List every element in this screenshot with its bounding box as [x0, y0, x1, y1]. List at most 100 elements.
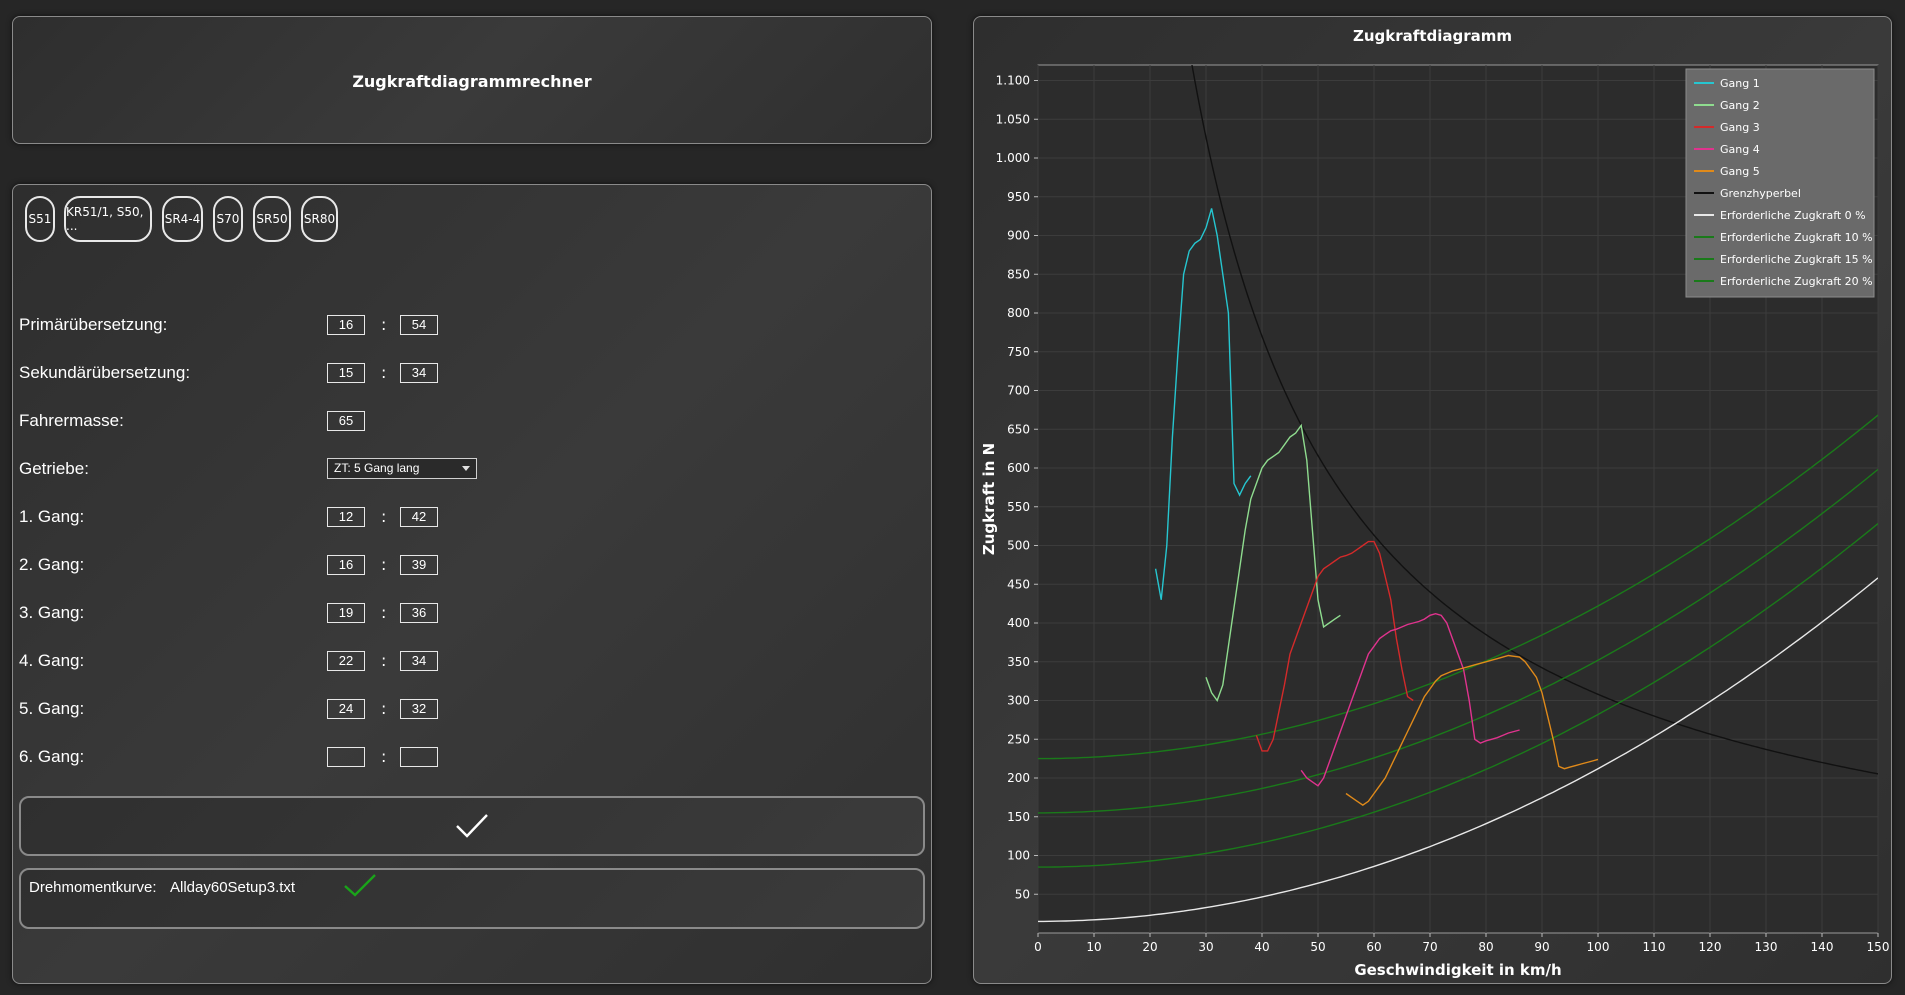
preset-button-s70[interactable]: S70: [213, 196, 243, 242]
y-tick-label: 1.050: [996, 112, 1030, 126]
gearbox-select-value: ZT: 5 Gang lang: [334, 461, 420, 475]
gear-4-input-b[interactable]: 34: [400, 651, 438, 671]
ratio-separator: :: [381, 747, 387, 766]
torque-curve-filename: Allday60Setup3.txt: [170, 879, 296, 896]
legend-entry: Erforderliche Zugkraft 20 %: [1720, 275, 1873, 288]
x-tick-label: 10: [1086, 940, 1101, 954]
preset-button-kr51[interactable]: KR51/1, S50, ...: [64, 196, 152, 242]
y-tick-label: 1.000: [996, 151, 1030, 165]
x-tick-label: 100: [1587, 940, 1610, 954]
series-line-6: [1191, 65, 1878, 775]
x-tick-label: 130: [1755, 940, 1778, 954]
gear-4-input-a[interactable]: 22: [327, 651, 365, 671]
gear-5-input-a[interactable]: 24: [327, 699, 365, 719]
primary-ratio-label: Primärübersetzung:: [19, 315, 168, 334]
gear-2-input-a[interactable]: 16: [327, 555, 365, 575]
y-tick-label: 700: [1007, 384, 1030, 398]
legend-entry: Gang 3: [1720, 121, 1760, 134]
x-tick-label: 40: [1254, 940, 1269, 954]
x-tick-label: 30: [1198, 940, 1213, 954]
y-tick-label: 650: [1007, 422, 1030, 436]
gearbox-label: Getriebe:: [19, 459, 89, 478]
ratio-separator: :: [381, 603, 387, 622]
gear-1-input-b[interactable]: 42: [400, 507, 438, 527]
chevron-down-icon: [462, 466, 470, 471]
y-tick-label: 400: [1007, 616, 1030, 630]
gear-6-label: 6. Gang:: [19, 747, 85, 766]
y-tick-label: 750: [1007, 345, 1030, 359]
y-tick-label: 50: [1015, 887, 1030, 901]
gearbox-select[interactable]: ZT: 5 Gang lang: [327, 458, 477, 479]
gear-1-input-a[interactable]: 12: [327, 507, 365, 527]
gear-6-input-b[interactable]: [400, 747, 438, 767]
primary-ratio-input-a[interactable]: 16: [327, 315, 365, 335]
gear-3-label: 3. Gang:: [19, 603, 85, 622]
x-tick-label: 20: [1142, 940, 1157, 954]
traction-chart[interactable]: 0 10 20 30 40 50 60 70 80 90 100 110 120 130 140 150 50 1…: [974, 17, 1891, 983]
series-line-5: [1345, 654, 1599, 806]
gear-2-input-b[interactable]: 39: [400, 555, 438, 575]
calculate-button[interactable]: [19, 796, 925, 856]
rider-mass-label: Fahrermasse:: [19, 411, 124, 430]
y-tick-label: 500: [1007, 539, 1030, 553]
ratio-separator: :: [381, 363, 387, 382]
torque-curve-box[interactable]: Drehmomentkurve: Allday60Setup3.txt: [19, 868, 925, 929]
ratio-separator: :: [381, 555, 387, 574]
series-line-1: [1154, 208, 1252, 600]
ratio-separator: :: [381, 651, 387, 670]
checkmark-icon: [456, 814, 488, 838]
secondary-ratio-label: Sekundärübersetzung:: [19, 363, 191, 382]
x-tick-label: 150: [1867, 940, 1890, 954]
legend-entry: Gang 2: [1720, 99, 1760, 112]
ratio-separator: :: [381, 699, 387, 718]
x-tick-label: 50: [1310, 940, 1325, 954]
series-line-7: [1038, 577, 1878, 923]
y-tick-label: 950: [1007, 190, 1030, 204]
chart-panel: Zugkraftdiagramm 0 10 20 30 40 50 60 70 80 90 100 1…: [973, 16, 1892, 984]
series-line-3: [1255, 540, 1414, 752]
y-tick-label: 850: [1007, 267, 1030, 281]
x-tick-label: 120: [1699, 940, 1722, 954]
preset-button-s51[interactable]: S51: [25, 196, 55, 242]
rider-mass-input[interactable]: 65: [327, 411, 365, 431]
gear-3-input-b[interactable]: 36: [400, 603, 438, 623]
primary-ratio-input-b[interactable]: 54: [400, 315, 438, 335]
x-tick-label: 80: [1478, 940, 1493, 954]
y-tick-label: 200: [1007, 771, 1030, 785]
gear-4-label: 4. Gang:: [19, 651, 85, 670]
gear-5-input-b[interactable]: 32: [400, 699, 438, 719]
y-tick-label: 450: [1007, 577, 1030, 591]
preset-button-sr80[interactable]: SR80: [301, 196, 338, 242]
series-line-10: [1038, 414, 1878, 760]
preset-button-sr50[interactable]: SR50: [253, 196, 291, 242]
legend-box: [1685, 68, 1875, 298]
app-title: Zugkraftdiagrammrechner: [352, 72, 592, 91]
preset-button-sr4-4[interactable]: SR4-4: [162, 196, 203, 242]
x-tick-label: 110: [1643, 940, 1666, 954]
gear-5-label: 5. Gang:: [19, 699, 85, 718]
series-line-9: [1038, 468, 1878, 814]
x-tick-label: 140: [1811, 940, 1834, 954]
gear-2-label: 2. Gang:: [19, 555, 85, 574]
y-tick-label: 800: [1007, 306, 1030, 320]
legend-entry: Gang 4: [1720, 143, 1760, 156]
secondary-ratio-input-a[interactable]: 15: [327, 363, 365, 383]
x-tick-label: 70: [1422, 940, 1437, 954]
y-tick-label: 600: [1007, 461, 1030, 475]
y-tick-label: 100: [1007, 849, 1030, 863]
legend-entry: Grenzhyperbel: [1720, 187, 1801, 200]
y-tick-label: 300: [1007, 694, 1030, 708]
ratio-separator: :: [381, 315, 387, 334]
series-line-8: [1038, 523, 1878, 868]
x-axis-label: Geschwindigkeit in km/h: [1354, 961, 1561, 979]
y-tick-label: 1.100: [996, 74, 1030, 88]
x-tick-label: 60: [1366, 940, 1381, 954]
x-tick-label: 0: [1034, 940, 1042, 954]
secondary-ratio-input-b[interactable]: 34: [400, 363, 438, 383]
legend-entry: Erforderliche Zugkraft 15 %: [1720, 253, 1873, 266]
gear-3-input-a[interactable]: 19: [327, 603, 365, 623]
green-check-icon: [344, 874, 376, 897]
y-axis-label: Zugkraft in N: [980, 443, 998, 555]
gear-6-input-a[interactable]: [327, 747, 365, 767]
legend-entry: Gang 1: [1720, 77, 1760, 90]
